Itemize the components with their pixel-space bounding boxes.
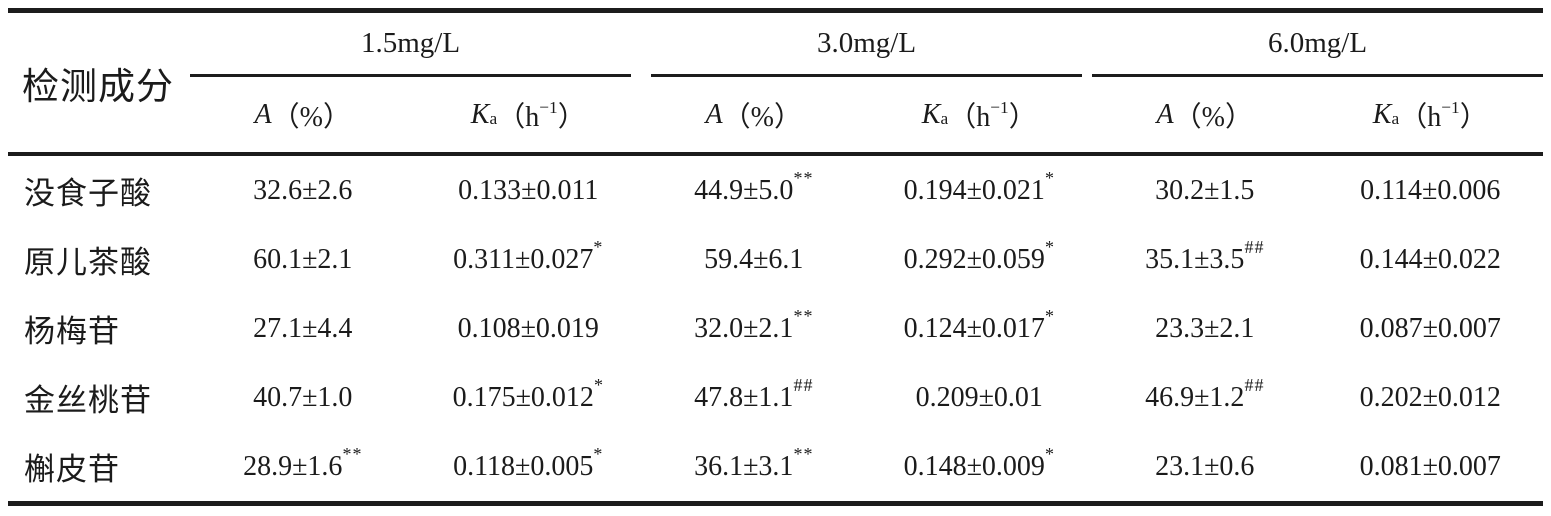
table-cell: 0.087±0.007 [1359,312,1501,344]
subscript-a: a [1391,108,1400,128]
table-cell: 27.1±4.4 [253,312,353,344]
subheader-a-percent-1: A （%） [190,77,416,152]
table-cell: 0.144±0.022 [1359,243,1501,275]
significance-mark: ** [793,168,814,189]
superscript-minus1: −1 [990,98,1009,118]
unit-close: ） [1459,101,1488,133]
group-header-label: 6.0mg/L [1267,27,1368,59]
significance-mark: * [1044,168,1055,189]
table-cell: 23.1±0.6 [1155,450,1255,482]
symbol-K: K [921,98,941,130]
table-row-myricitrin: 杨梅苷 27.1±4.4 0.108±0.019 32.0±2.1 ** 0.12… [8,294,1543,363]
table-cell: 0.175±0.012 * [452,375,604,413]
significance-mark: * [593,237,604,258]
unit-h-open: （h [948,101,991,133]
table-row-gallic-acid: 没食子酸 32.6±2.6 0.133±0.011 44.9±5.0 ** 0.1… [8,156,1543,225]
row-header-component: 没食子酸 [24,176,152,211]
table-cell: 59.4±6.1 [704,243,804,275]
unit-close: ） [1008,101,1037,133]
table-cell: 0.292±0.059 * [903,237,1055,275]
subheader-a-percent-2: A （%） [641,77,867,152]
subscript-a: a [489,108,498,128]
table-cell: 0.194±0.021 * [903,168,1055,206]
table-header-rule [8,152,1543,156]
significance-mark: * [1044,444,1055,465]
unit-percent: （%） [271,101,351,133]
subscript-a: a [940,108,949,128]
symbol-K: K [470,98,490,130]
unit-percent: （%） [722,101,802,133]
unit-percent: （%） [1173,101,1253,133]
symbol-A: A [1156,98,1174,130]
superscript-minus1: −1 [539,98,558,118]
table-cell: 35.1±3.5 ## [1145,237,1265,275]
table-top-rule [8,8,1543,13]
table-cell: 40.7±1.0 [253,381,353,413]
symbol-K: K [1372,98,1392,130]
table-cell: 30.2±1.5 [1155,174,1255,206]
significance-mark: ## [1244,375,1265,396]
table-cell: 0.124±0.017 * [903,306,1055,344]
group-header-6-0mgL: 6.0mg/L [1092,13,1543,77]
row-header-component: 杨梅苷 [24,314,120,349]
column-header-component: 检测成分 [22,66,174,108]
unit-close: ） [557,101,586,133]
row-header-component: 槲皮苷 [24,452,120,487]
table-row-protocatechuic-acid: 原儿茶酸 60.1±2.1 0.311±0.027 * 59.4±6.1 0.29… [8,225,1543,294]
significance-mark: * [593,444,604,465]
table-cell: 47.8±1.1 ## [694,375,814,413]
symbol-A: A [705,98,723,130]
table-bottom-rule [8,501,1543,506]
table-row-hyperoside: 金丝桃苷 40.7±1.0 0.175±0.012 * 47.8±1.1 ## 0.… [8,363,1543,432]
table-cell: 0.202±0.012 [1359,381,1501,413]
significance-mark: * [593,375,604,396]
significance-mark: ** [342,444,363,465]
group-header-1-5mgL: 1.5mg/L [190,13,631,77]
symbol-A: A [254,98,272,130]
table-cell: 46.9±1.2 ## [1145,375,1265,413]
table-cell: 0.081±0.007 [1359,450,1501,482]
subheader-a-percent-3: A （%） [1092,77,1318,152]
table-cell: 0.133±0.011 [458,174,599,206]
table-cell: 36.1±3.1 ** [694,444,814,482]
row-header-component: 金丝桃苷 [24,383,152,418]
table-cell: 28.9±1.6 ** [243,444,363,482]
table-cell: 0.311±0.027 * [453,237,604,275]
significance-mark: * [1044,237,1055,258]
unit-h-open: （h [1399,101,1442,133]
table-cell: 0.114±0.006 [1360,174,1501,206]
table-cell: 32.6±2.6 [253,174,353,206]
table-cell: 0.108±0.019 [457,312,599,344]
superscript-minus1: −1 [1441,98,1460,118]
group-header-3-0mgL: 3.0mg/L [651,13,1082,77]
significance-mark: * [1044,306,1055,327]
significance-mark: ## [1244,237,1265,258]
table-cell: 32.0±2.1 ** [694,306,814,344]
table-cell: 0.209±0.01 [915,381,1043,413]
significance-mark: ** [793,306,814,327]
table-cell: 23.3±2.1 [1155,312,1255,344]
table-row-quercitrin: 槲皮苷 28.9±1.6 ** 0.118±0.005 * 36.1±3.1 ** 0… [8,432,1543,501]
group-header-label: 1.5mg/L [360,27,461,59]
unit-h-open: （h [497,101,540,133]
significance-mark: ** [793,444,814,465]
significance-mark: ## [793,375,814,396]
group-header-label: 3.0mg/L [816,27,917,59]
row-header-component: 原儿茶酸 [24,245,152,280]
table-cell: 0.118±0.005 * [453,444,604,482]
table-cell: 0.148±0.009 * [903,444,1055,482]
table-cell: 60.1±2.1 [253,243,353,275]
table-cell: 44.9±5.0 ** [694,168,814,206]
